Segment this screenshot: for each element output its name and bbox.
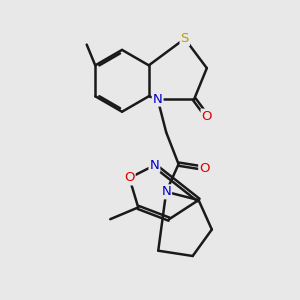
Text: O: O: [199, 162, 210, 175]
Text: O: O: [124, 172, 135, 184]
Text: O: O: [202, 110, 212, 123]
Text: N: N: [153, 93, 163, 106]
Text: N: N: [161, 185, 171, 198]
Text: N: N: [149, 159, 159, 172]
Text: S: S: [181, 32, 189, 45]
